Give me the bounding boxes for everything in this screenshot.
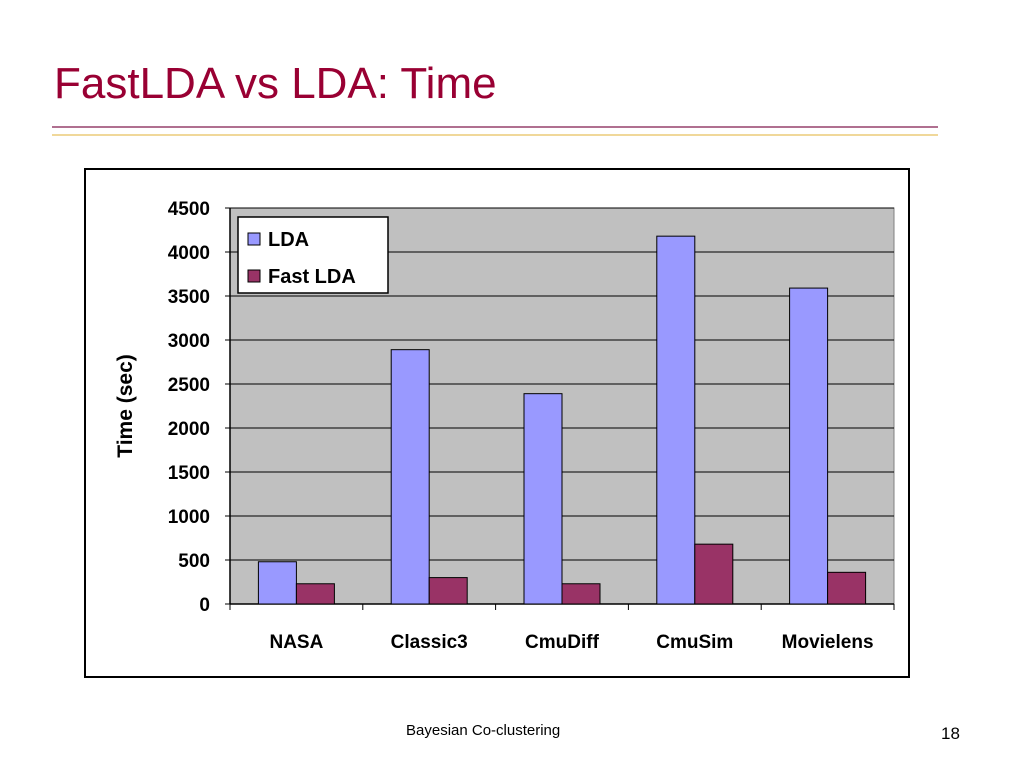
legend-box bbox=[237, 216, 389, 294]
y-tick-label: 500 bbox=[178, 551, 210, 572]
x-tick-label: CmuDiff bbox=[525, 632, 600, 653]
legend-swatch bbox=[247, 232, 261, 246]
bar-lda bbox=[789, 287, 829, 605]
legend-swatch bbox=[247, 269, 261, 283]
y-tick-label: 0 bbox=[199, 595, 210, 616]
y-tick-label: 2500 bbox=[168, 375, 210, 396]
bar-lda bbox=[257, 561, 297, 605]
y-tick-label: 2000 bbox=[168, 419, 210, 440]
y-tick-label: 4500 bbox=[168, 199, 210, 220]
title-divider-top bbox=[52, 126, 938, 128]
x-tick-label: CmuSim bbox=[656, 632, 733, 653]
y-tick-label: 3000 bbox=[168, 331, 210, 352]
y-tick-label: 1500 bbox=[168, 463, 210, 484]
bar-fast-lda bbox=[694, 543, 734, 605]
bar-fast-lda bbox=[827, 571, 867, 605]
y-tick-label: 3500 bbox=[168, 287, 210, 308]
slide-title: FastLDA vs LDA: Time bbox=[54, 59, 497, 108]
bar-lda bbox=[390, 349, 430, 605]
legend-label: LDA bbox=[268, 229, 309, 251]
bar-lda bbox=[523, 393, 563, 605]
slide-footer: Bayesian Co-clustering bbox=[406, 722, 561, 739]
legend-label: Fast LDA bbox=[268, 266, 356, 288]
bar-lda bbox=[656, 235, 696, 605]
x-tick-label: NASA bbox=[269, 632, 323, 653]
x-tick-label: Movielens bbox=[782, 632, 874, 653]
bar-fast-lda bbox=[428, 577, 468, 605]
y-tick-label: 4000 bbox=[168, 243, 210, 264]
y-tick-label: 1000 bbox=[168, 507, 210, 528]
title-divider-bottom bbox=[52, 134, 938, 136]
bar-fast-lda bbox=[295, 583, 335, 605]
bar-chart: 0 500 1000 1500 2000 2500 3000 3500 4000 4500 Time… bbox=[114, 199, 895, 653]
x-tick-label: Classic3 bbox=[391, 632, 468, 653]
y-axis-label: Time (sec) bbox=[114, 354, 137, 458]
bar-fast-lda bbox=[561, 583, 601, 605]
chart-frame: 0 500 1000 1500 2000 2500 3000 3500 4000 4500 Time… bbox=[84, 168, 910, 678]
page-number: 18 bbox=[941, 724, 960, 743]
